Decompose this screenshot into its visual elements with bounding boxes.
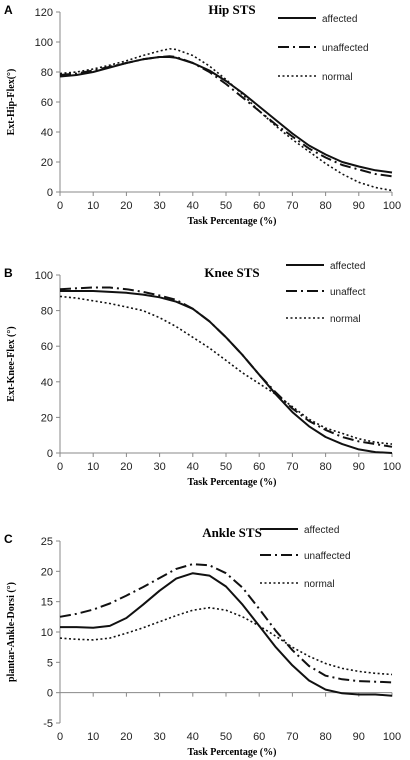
hip-x-tick-label: 50 [220, 200, 232, 212]
ankle-x-tick-label: 100 [383, 731, 401, 743]
ankle-chart-title: Ankle STS [202, 525, 262, 540]
knee-x-tick-label: 10 [87, 461, 99, 473]
knee-x-tick-label: 60 [253, 461, 265, 473]
knee-y-axis-label: Ext-Knee-Flex (°) [6, 326, 17, 401]
ankle-series-line-normal [59, 606, 393, 676]
knee-y-tick-label: 20 [41, 412, 53, 424]
hip-x-axis-label: Task Percentage (%) [188, 216, 277, 227]
hip-x-tick-label: 10 [87, 200, 99, 212]
knee-y-tick-label: 0 [47, 448, 53, 460]
hip-panel-letter: A [4, 3, 13, 17]
hip-series-line-normal [59, 47, 393, 192]
knee-chart-svg: B 0 20 40 60 80 100 0 10 20 30 40 50 60 70 80 90 100 Knee … [4, 261, 401, 488]
ankle-chart-svg: C -5 0 5 10 15 20 25 0 10 20 30 40 50 60 70 80 90 100 Ankle… [4, 525, 401, 758]
ankle-panel-letter: C [4, 532, 13, 546]
ankle-x-tick-label: 40 [187, 731, 199, 743]
knee-legend-label-affected: affected [330, 261, 365, 272]
ankle-series-line-affected [60, 572, 393, 697]
knee-series-line-unaffect [59, 286, 393, 448]
knee-series-line-normal [59, 295, 393, 445]
hip-x-tick-label: 80 [319, 200, 331, 212]
knee-y-tick-label: 40 [41, 377, 53, 389]
hip-x-tick-label: 40 [187, 200, 199, 212]
knee-x-axis-label: Task Percentage (%) [188, 477, 277, 488]
ankle-x-tick-label: 80 [319, 731, 331, 743]
hip-x-tick-label: 20 [120, 200, 132, 212]
ankle-y-tick-label: 0 [47, 688, 53, 700]
hip-y-tick-label: 80 [41, 67, 53, 79]
ankle-x-tick-label: 10 [87, 731, 99, 743]
ankle-x-tick-label: 70 [286, 731, 298, 743]
ankle-y-tick-label: 10 [41, 627, 53, 639]
ankle-x-axis-label: Task Percentage (%) [188, 747, 277, 758]
ankle-x-tick-label: 50 [220, 731, 232, 743]
knee-panel-letter: B [4, 266, 13, 280]
hip-x-tick-label: 60 [253, 200, 265, 212]
knee-series-line-affected [60, 290, 393, 454]
ankle-legend-label-affected: affected [304, 525, 339, 536]
hip-x-tick-label: 100 [383, 200, 401, 212]
knee-y-tick-label: 100 [35, 270, 53, 282]
hip-legend-label-normal: normal [322, 72, 353, 83]
knee-chart-title: Knee STS [204, 265, 259, 280]
knee-legend-label-normal: normal [330, 314, 361, 325]
ankle-x-tick-label: 90 [353, 731, 365, 743]
knee-x-tick-label: 0 [57, 461, 63, 473]
hip-chart-svg: A 0 20 40 60 80 100 120 0 10 20 30 40 50 60 70 80 90 100 Hi… [4, 2, 401, 227]
knee-y-tick-label: 80 [41, 306, 53, 318]
hip-x-tick-label: 0 [57, 200, 63, 212]
ankle-y-tick-label: 5 [47, 657, 53, 669]
knee-x-tick-label: 80 [319, 461, 331, 473]
ankle-x-tick-label: 30 [153, 731, 165, 743]
ankle-y-axis-label: plantar-Ankle-Dorsi (°) [6, 582, 17, 682]
hip-x-tick-label: 90 [353, 200, 365, 212]
ankle-y-tick-label: 15 [41, 597, 53, 609]
knee-x-tick-label: 100 [383, 461, 401, 473]
knee-y-tick-label: 60 [41, 341, 53, 353]
hip-y-tick-label: 100 [35, 37, 53, 49]
hip-legend-label-affected: affected [322, 14, 357, 25]
knee-x-tick-label: 30 [153, 461, 165, 473]
knee-x-tick-label: 20 [120, 461, 132, 473]
ankle-legend-label-normal: normal [304, 579, 335, 590]
ankle-y-tick-label: 25 [41, 536, 53, 548]
hip-y-tick-label: 0 [47, 187, 53, 199]
knee-x-tick-label: 50 [220, 461, 232, 473]
hip-x-tick-label: 70 [286, 200, 298, 212]
knee-x-tick-label: 90 [353, 461, 365, 473]
hip-y-tick-label: 120 [35, 7, 53, 19]
hip-x-tick-label: 30 [153, 200, 165, 212]
hip-y-tick-label: 20 [41, 157, 53, 169]
knee-x-tick-label: 70 [286, 461, 298, 473]
hip-y-tick-label: 60 [41, 97, 53, 109]
ankle-legend-label-unaffected: unaffected [304, 551, 351, 562]
knee-x-tick-label: 40 [187, 461, 199, 473]
ankle-y-tick-label: -5 [43, 718, 53, 730]
chart-panel-ankle: C -5 0 5 10 15 20 25 0 10 20 30 40 50 60 70 80 90 100 Ankle… [0, 525, 410, 760]
hip-chart-title: Hip STS [208, 2, 255, 17]
ankle-x-tick-label: 0 [57, 731, 63, 743]
chart-panel-knee: B 0 20 40 60 80 100 0 10 20 30 40 50 60 70 80 90 100 Knee … [0, 255, 410, 495]
hip-legend-label-unaffected: unaffected [322, 43, 369, 54]
ankle-x-tick-label: 60 [253, 731, 265, 743]
knee-legend-label-unaffect: unaffect [330, 287, 366, 298]
hip-y-tick-label: 40 [41, 127, 53, 139]
hip-y-axis-label: Ext-Hip-Flex(°) [6, 69, 17, 136]
chart-panel-hip: A 0 20 40 60 80 100 120 0 10 20 30 40 50 60 70 80 90 100 Hi… [0, 0, 410, 240]
ankle-y-tick-label: 20 [41, 566, 53, 578]
ankle-series-line-unaffected [59, 563, 393, 684]
ankle-x-tick-label: 20 [120, 731, 132, 743]
